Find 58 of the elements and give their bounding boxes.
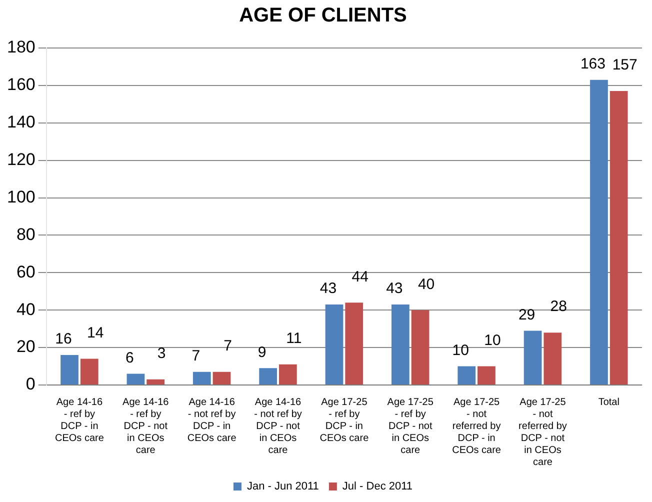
y-tick-label: 40	[16, 300, 36, 319]
data-label: 40	[418, 276, 435, 293]
data-label: 16	[55, 330, 72, 348]
bar	[392, 304, 410, 384]
y-tick-label: 0	[26, 374, 36, 394]
bar	[212, 372, 231, 384]
data-label: 7	[192, 348, 200, 365]
y-tick-label: 120	[6, 150, 36, 170]
data-label: 6	[126, 349, 134, 366]
y-tick-label: 140	[6, 112, 36, 132]
data-label: 28	[550, 298, 567, 316]
x-tick-label: Age 14-16 - not ref by DCP - in CEOs care	[187, 396, 237, 444]
bar	[411, 310, 430, 384]
data-label: 43	[320, 280, 337, 298]
bar	[590, 80, 608, 384]
bar	[146, 379, 164, 384]
x-tick-label: Age 17-25 - not referred by DCP - not in CEOs care	[518, 396, 567, 468]
data-label: 44	[352, 268, 368, 286]
data-label: 14	[87, 324, 104, 342]
chart-title: AGE OF CLIENTS	[239, 4, 407, 27]
x-tick-label: Age 17-25 - ref by DCP - not in CEOs care	[387, 396, 434, 456]
data-label: 3	[157, 345, 166, 362]
bar	[126, 374, 145, 384]
y-tick-label: 160	[6, 75, 36, 94]
y-tick-label: 100	[6, 187, 36, 206]
bar	[259, 368, 278, 384]
bar	[478, 366, 496, 384]
bar	[544, 332, 562, 384]
x-tick-label: Age 17-25 - ref by DCP - in CEOs care	[320, 396, 370, 444]
data-label: 10	[452, 342, 469, 359]
x-tick-label: Age 14-16 - not ref by DCP - not in CEOs care	[254, 396, 302, 456]
bar	[524, 330, 542, 384]
bar	[278, 364, 297, 384]
data-label: 11	[286, 330, 302, 348]
y-tick-label: 80	[16, 224, 36, 244]
data-label: 7	[224, 338, 232, 355]
bar	[458, 366, 476, 384]
x-tick-label: Age 17-25 - not referred by DCP - in CEOs care	[452, 396, 502, 456]
y-tick-label: 20	[16, 337, 36, 356]
x-tick-label: Total	[598, 396, 620, 408]
y-tick-label: 180	[6, 38, 36, 57]
data-label: 29	[518, 306, 536, 324]
legend-label: Jul - Dec 2011	[342, 480, 413, 493]
data-label: 157	[612, 56, 638, 74]
bar	[80, 358, 98, 384]
y-tick-label: 60	[16, 262, 36, 282]
data-label: 43	[386, 280, 403, 298]
bar	[60, 355, 78, 384]
legend-label: Jan - Jun 2011	[246, 480, 319, 493]
bar	[610, 91, 628, 384]
bar	[325, 304, 344, 384]
data-label: 10	[484, 332, 501, 349]
data-label: 9	[258, 344, 266, 361]
bar	[192, 372, 211, 384]
x-tick-label: Age 14-16 - ref by DCP - in CEOs care	[55, 396, 104, 444]
x-tick-label: Age 14-16 - ref by DCP - not in CEOs care	[122, 396, 170, 456]
data-label: 163	[580, 55, 606, 72]
bar	[345, 302, 364, 384]
